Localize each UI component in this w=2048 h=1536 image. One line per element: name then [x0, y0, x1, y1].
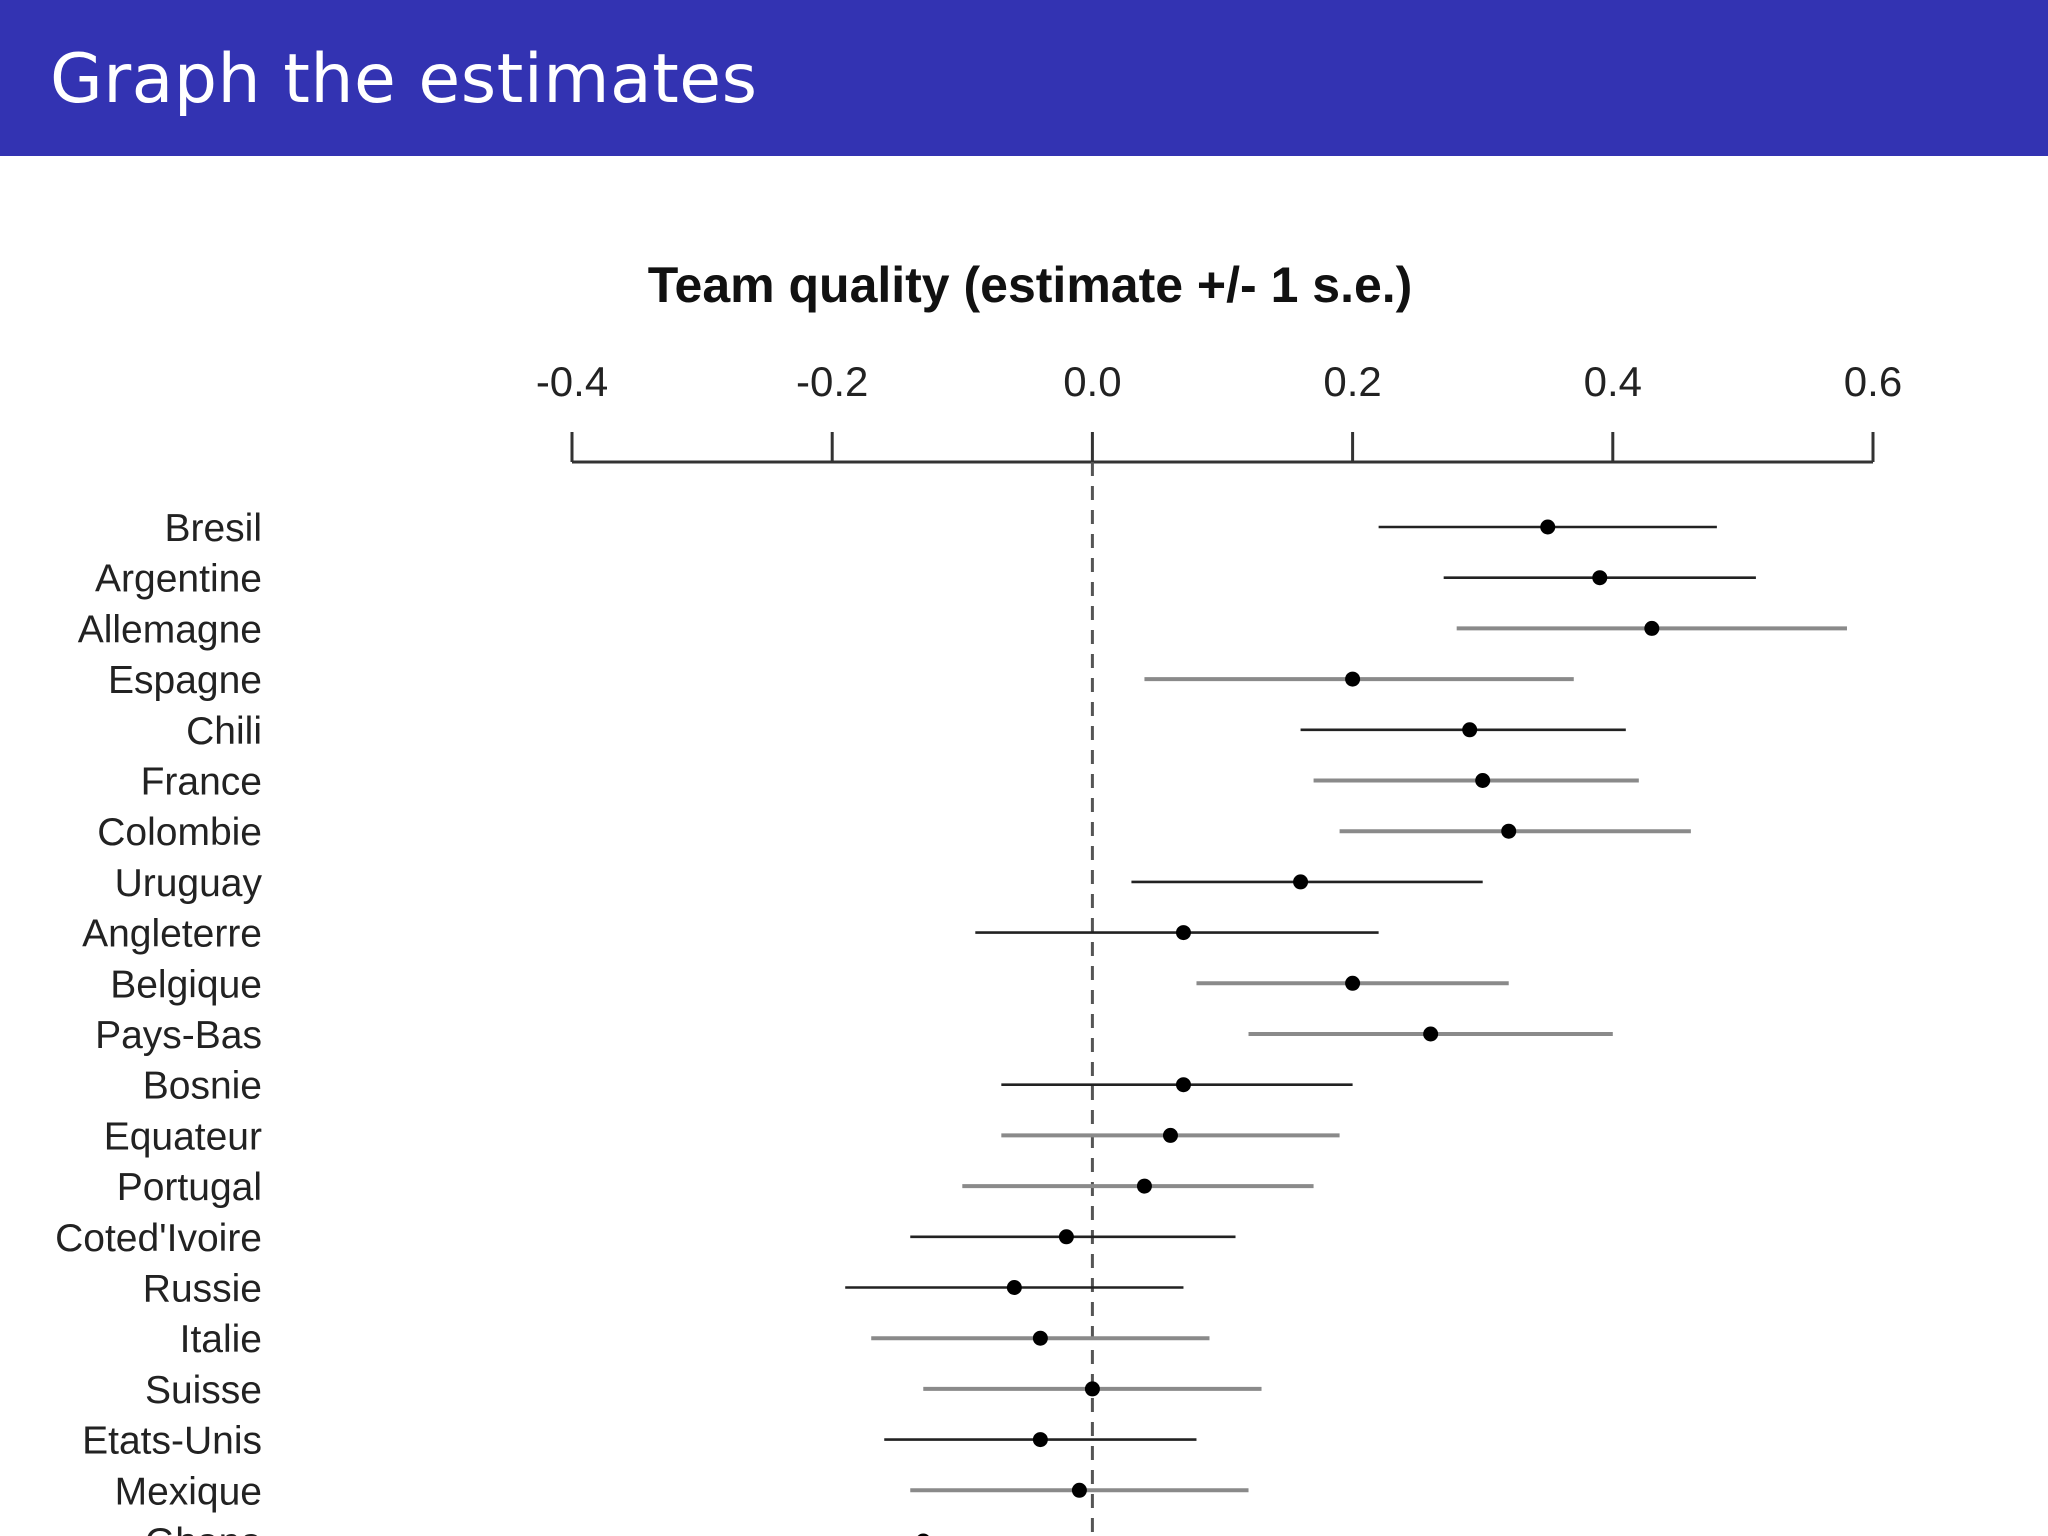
estimate-point	[1071, 1482, 1087, 1498]
team-label: France	[141, 761, 262, 804]
estimate-point	[1084, 1381, 1100, 1397]
estimate-point	[1345, 671, 1361, 687]
team-label: Suisse	[145, 1369, 262, 1412]
error-bars-layer	[845, 519, 1847, 1536]
estimate-point	[1058, 1229, 1074, 1245]
estimate-point	[1006, 1280, 1022, 1295]
team-label: Ghana	[145, 1521, 262, 1536]
estimate-point	[1592, 570, 1608, 586]
estimate-point	[1175, 925, 1191, 941]
x-tick-label: 0.0	[1063, 358, 1121, 405]
slide-header: Graph the estimates	[0, 0, 2048, 156]
x-tick-label: -0.2	[796, 358, 868, 405]
team-label: Uruguay	[115, 862, 263, 905]
team-label: Portugal	[117, 1166, 262, 1209]
team-label: Equateur	[104, 1115, 262, 1158]
team-label: Mexique	[115, 1470, 262, 1513]
team-label: Bresil	[164, 507, 262, 550]
estimate-point	[1162, 1127, 1178, 1143]
x-tick-label: 0.2	[1323, 358, 1381, 405]
chart-title: Team quality (estimate +/- 1 s.e.)	[648, 257, 1413, 313]
estimate-point	[1501, 823, 1517, 839]
estimate-point	[1423, 1026, 1439, 1042]
estimate-point	[917, 1533, 929, 1536]
estimate-point	[1136, 1178, 1152, 1194]
team-labels-layer: Bresil Argentine Allemagne Espagne Chili Fran…	[55, 507, 262, 1536]
estimate-point	[1644, 620, 1660, 636]
x-tick-label: 0.6	[1844, 358, 1902, 405]
slide-title: Graph the estimates	[50, 40, 758, 119]
estimate-point	[1032, 1432, 1048, 1448]
team-label: Chili	[186, 710, 262, 753]
estimate-point	[1032, 1330, 1048, 1346]
team-label: Coted'Ivoire	[55, 1217, 262, 1260]
estimate-point	[1540, 519, 1556, 535]
team-label: Argentine	[95, 558, 262, 601]
team-label: Russie	[143, 1268, 262, 1311]
estimate-point	[1475, 773, 1491, 788]
team-label: Espagne	[108, 659, 262, 702]
x-tick-label: 0.4	[1584, 358, 1642, 405]
team-label: Bosnie	[143, 1065, 262, 1108]
estimate-point	[1293, 874, 1309, 890]
team-label: Etats-Unis	[82, 1420, 262, 1463]
estimate-point	[1462, 722, 1478, 738]
x-axis: -0.4 -0.2 0.0 0.2 0.4 0.6	[536, 358, 1902, 464]
x-tick-label: -0.4	[536, 358, 608, 405]
team-label: Colombie	[97, 811, 262, 854]
team-label: Angleterre	[82, 913, 262, 956]
estimate-point	[1345, 975, 1361, 991]
team-label: Belgique	[110, 963, 262, 1006]
team-label: Allemagne	[78, 608, 262, 651]
estimate-point	[1175, 1077, 1191, 1093]
team-label: Pays-Bas	[95, 1014, 262, 1057]
team-label: Italie	[180, 1318, 262, 1361]
